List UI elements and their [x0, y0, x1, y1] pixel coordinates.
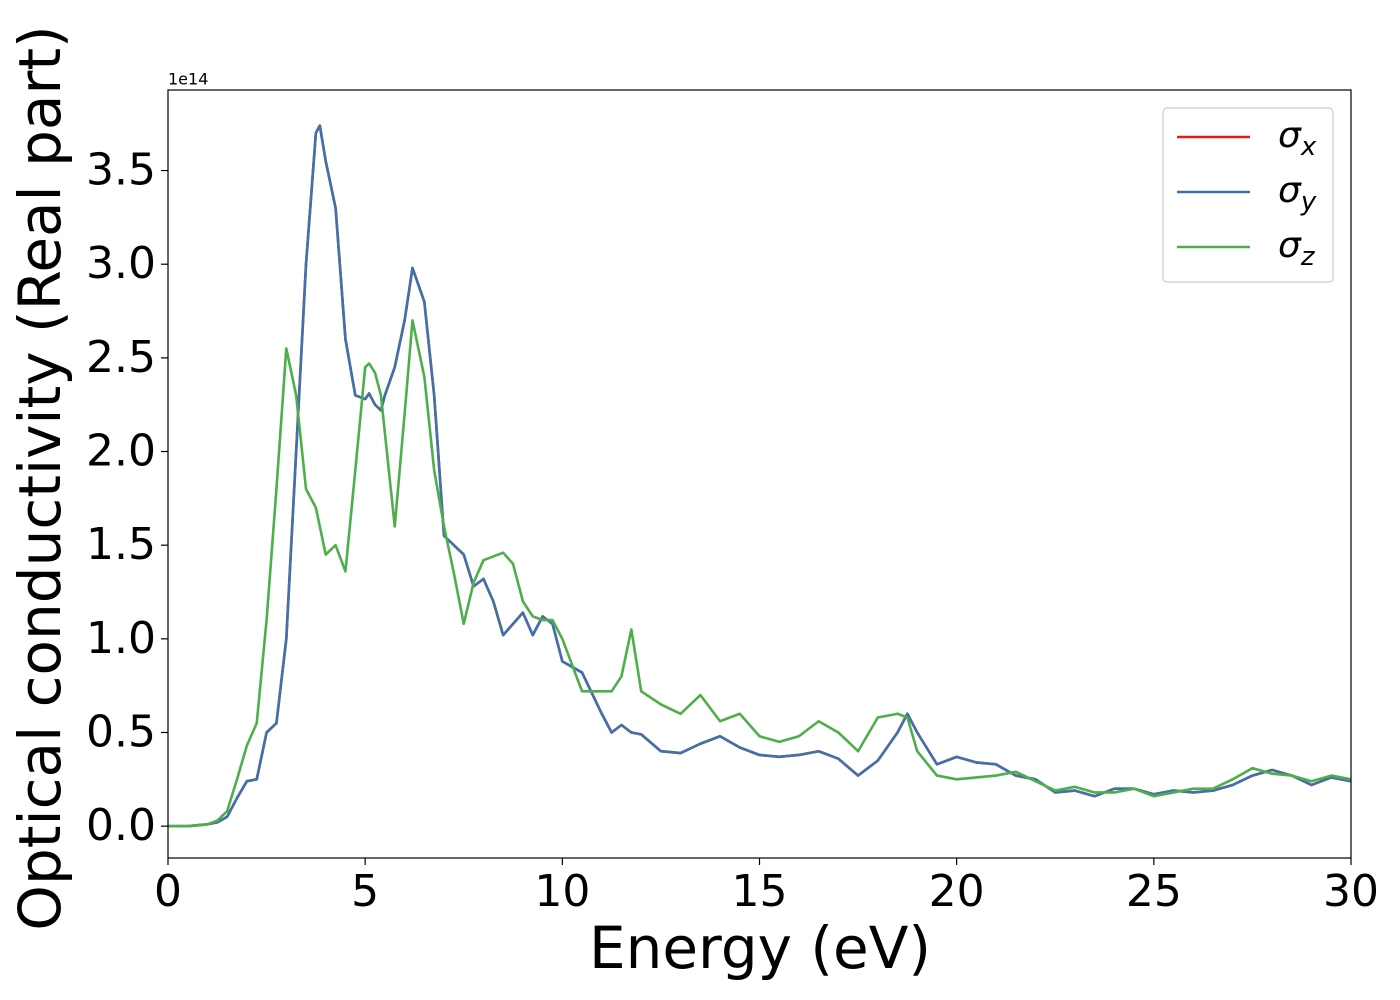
legend-label: σy: [1278, 170, 1317, 217]
line-series: [168, 124, 1351, 828]
line-series: [168, 319, 1351, 828]
x-tick-label: 20: [929, 866, 985, 917]
y-tick-label: 0.0: [86, 800, 156, 851]
x-tick-label: 25: [1126, 866, 1182, 917]
legend-label: σz: [1278, 225, 1316, 272]
x-tick-label: 5: [351, 866, 379, 917]
y-tick-label: 2.0: [86, 426, 156, 477]
y-axis-label: Optical conductivity (Real part): [6, 25, 74, 930]
x-tick-label: 10: [534, 866, 590, 917]
plot-frame: [167, 89, 1352, 859]
x-tick-label: 30: [1323, 866, 1379, 917]
x-tick-label: 15: [732, 866, 788, 917]
y-tick-label: 3.5: [86, 145, 156, 196]
legend: σx σy σz: [1162, 107, 1334, 283]
legend-label: σx: [1278, 115, 1317, 162]
x-tick-label: 0: [154, 866, 182, 917]
offset-label: 1e14: [168, 70, 208, 89]
y-tick-label: 0.5: [86, 706, 156, 757]
y-tick-label: 1.0: [86, 613, 156, 664]
y-tick-label: 2.5: [86, 332, 156, 383]
y-tick-label: 1.5: [86, 519, 156, 570]
legend-box: [1162, 107, 1334, 283]
x-axis-label: Energy (eV): [589, 914, 931, 982]
y-tick-label: 3.0: [86, 238, 156, 289]
